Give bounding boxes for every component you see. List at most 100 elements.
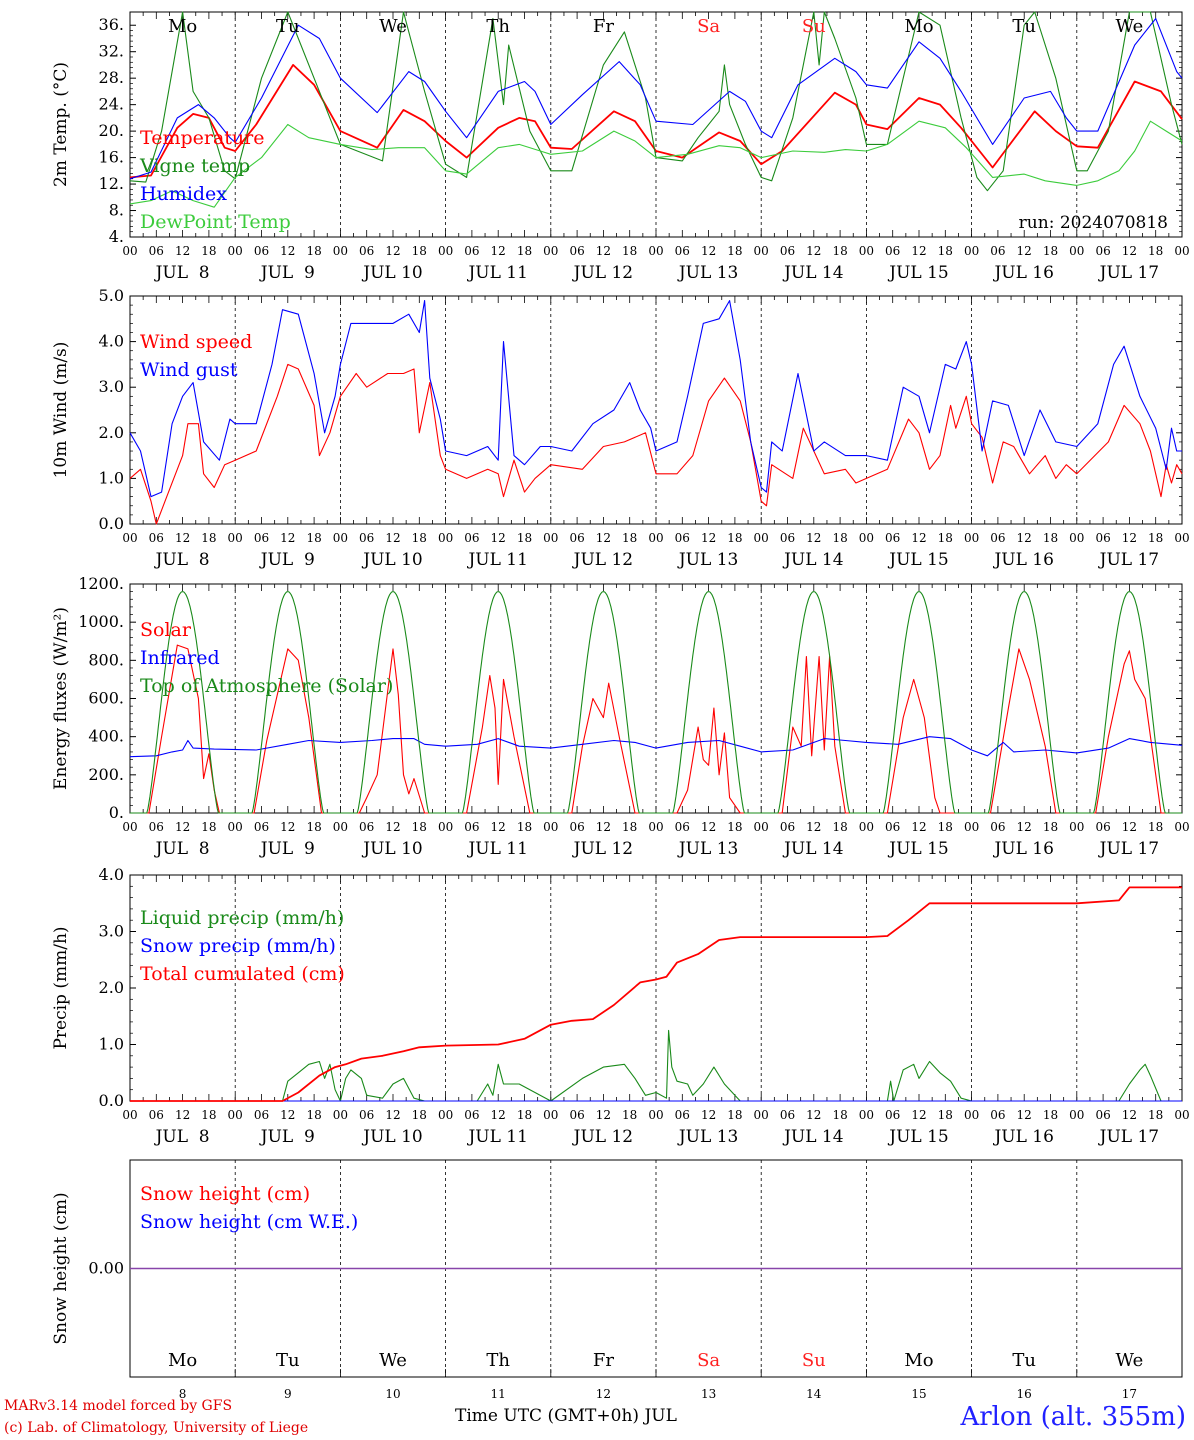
hour-tick-label: 06 <box>885 820 900 834</box>
hour-tick-label: 00 <box>1174 820 1189 834</box>
y-tick-label: 36. <box>99 15 124 34</box>
hour-tick-label: 12 <box>806 531 821 545</box>
y-tick-label: 32. <box>99 42 124 61</box>
weekday-label: We <box>1116 1350 1144 1371</box>
date-label: JUL 9 <box>259 550 315 570</box>
hour-tick-label: 00 <box>1069 820 1084 834</box>
hour-tick-label: 18 <box>727 1108 742 1122</box>
hour-tick-label: 00 <box>964 1108 979 1122</box>
weekday-label: Mo <box>168 1350 197 1371</box>
hour-tick-label: 18 <box>1043 1108 1058 1122</box>
date-label: JUL 11 <box>466 1127 527 1147</box>
hour-tick-label: 00 <box>754 820 769 834</box>
hour-tick-label: 00 <box>648 244 663 258</box>
hour-tick-label: 00 <box>754 1108 769 1122</box>
hour-tick-label: 00 <box>754 531 769 545</box>
date-label: JUL 9 <box>259 839 315 859</box>
hour-tick-label: 06 <box>569 1108 584 1122</box>
date-label: JUL 16 <box>992 1127 1053 1147</box>
copyright-credit: (c) Lab. of Climatology, University of L… <box>4 1420 309 1436</box>
hour-tick-label: 00 <box>648 1108 663 1122</box>
y-tick-label: 24. <box>99 95 124 114</box>
weekday-label: Fr <box>593 16 614 37</box>
hour-tick-label: 18 <box>201 1108 216 1122</box>
hour-tick-label: 06 <box>990 1108 1005 1122</box>
hour-tick-label: 00 <box>543 1108 558 1122</box>
hour-tick-label: 06 <box>464 531 479 545</box>
day-number-label: 8 <box>179 1387 187 1401</box>
weekday-label: Mo <box>168 16 197 37</box>
legend-entry: Wind speed <box>140 331 252 353</box>
hour-tick-label: 18 <box>201 820 216 834</box>
legend-entry: Liquid precip (mm/h) <box>140 907 344 929</box>
hour-tick-label: 06 <box>254 244 269 258</box>
day-number-label: 13 <box>701 1387 716 1401</box>
hour-tick-label: 12 <box>1017 531 1032 545</box>
hour-tick-label: 00 <box>543 531 558 545</box>
station-label: Arlon (alt. 355m) <box>960 1402 1186 1432</box>
hour-tick-label: 06 <box>1095 244 1110 258</box>
hour-tick-label: 06 <box>780 1108 795 1122</box>
y-tick-label: 8. <box>109 201 124 220</box>
hour-tick-label: 06 <box>885 244 900 258</box>
hour-tick-label: 12 <box>280 1108 295 1122</box>
date-label: JUL 15 <box>887 1127 948 1147</box>
date-label: JUL 12 <box>572 839 633 859</box>
date-label: JUL 14 <box>782 839 843 859</box>
y-tick-label: 4.0 <box>99 865 124 884</box>
legend-entry: Wind gust <box>140 359 238 381</box>
hour-tick-label: 00 <box>228 531 243 545</box>
hour-tick-label: 18 <box>622 1108 637 1122</box>
hour-tick-label: 18 <box>938 820 953 834</box>
date-label: JUL 10 <box>361 263 422 283</box>
day-number-label: 14 <box>806 1387 822 1401</box>
date-label: JUL 13 <box>677 839 738 859</box>
y-tick-label: 5.0 <box>99 286 124 305</box>
hour-tick-label: 06 <box>675 1108 690 1122</box>
y-tick-label: 800. <box>88 650 124 669</box>
hour-tick-label: 18 <box>1043 244 1058 258</box>
hour-tick-label: 06 <box>990 531 1005 545</box>
hour-tick-label: 18 <box>727 531 742 545</box>
hour-tick-label: 12 <box>701 244 716 258</box>
y-tick-label: 4. <box>109 227 124 246</box>
day-number-label: 17 <box>1122 1387 1137 1401</box>
y-tick-label: 1200. <box>78 574 124 593</box>
y-tick-label: 12. <box>99 174 124 193</box>
y-tick-label: 400. <box>88 727 124 746</box>
series-line <box>129 300 1182 498</box>
y-axis-label: Precip (mm/h) <box>51 926 71 1049</box>
hour-tick-label: 00 <box>438 531 453 545</box>
panel-1: 00 06 12 18 00 06 12 18 00 06 12 18 00 06 12 18 00 06 12 18… <box>51 11 1190 283</box>
hour-tick-label: 18 <box>306 531 321 545</box>
hour-tick-label: 06 <box>990 244 1005 258</box>
hour-tick-label: 18 <box>938 531 953 545</box>
hour-tick-label: 06 <box>885 1108 900 1122</box>
hour-tick-label: 06 <box>885 531 900 545</box>
weekday-label: Fr <box>593 1350 614 1371</box>
y-tick-label: 16. <box>99 148 124 167</box>
hour-tick-label: 12 <box>911 1108 926 1122</box>
date-label: JUL 14 <box>782 550 843 570</box>
hour-tick-label: 18 <box>412 1108 427 1122</box>
hour-tick-label: 18 <box>1043 820 1058 834</box>
hour-tick-label: 06 <box>464 1108 479 1122</box>
series-line <box>129 11 1183 192</box>
hour-tick-label: 18 <box>1148 820 1163 834</box>
hour-tick-label: 00 <box>333 244 348 258</box>
hour-tick-label: 12 <box>1122 531 1137 545</box>
y-tick-label: 1.0 <box>99 468 124 487</box>
hour-tick-label: 00 <box>122 1108 137 1122</box>
y-tick-label: 2.0 <box>99 423 124 442</box>
hour-tick-label: 06 <box>569 820 584 834</box>
hour-tick-label: 12 <box>911 531 926 545</box>
hour-tick-label: 06 <box>254 820 269 834</box>
date-label: JUL 16 <box>992 839 1053 859</box>
hour-tick-label: 00 <box>964 820 979 834</box>
panel-4: 00 06 12 18 00 06 12 18 00 06 12 18 00 06 12 18 00 06 12 18… <box>51 865 1190 1147</box>
date-label: JUL 9 <box>259 1127 315 1147</box>
hour-tick-label: 18 <box>412 244 427 258</box>
legend-entry: Top of Atmosphere (Solar) <box>140 675 393 697</box>
hour-tick-label: 06 <box>359 531 374 545</box>
y-tick-label: 4.0 <box>99 332 124 351</box>
